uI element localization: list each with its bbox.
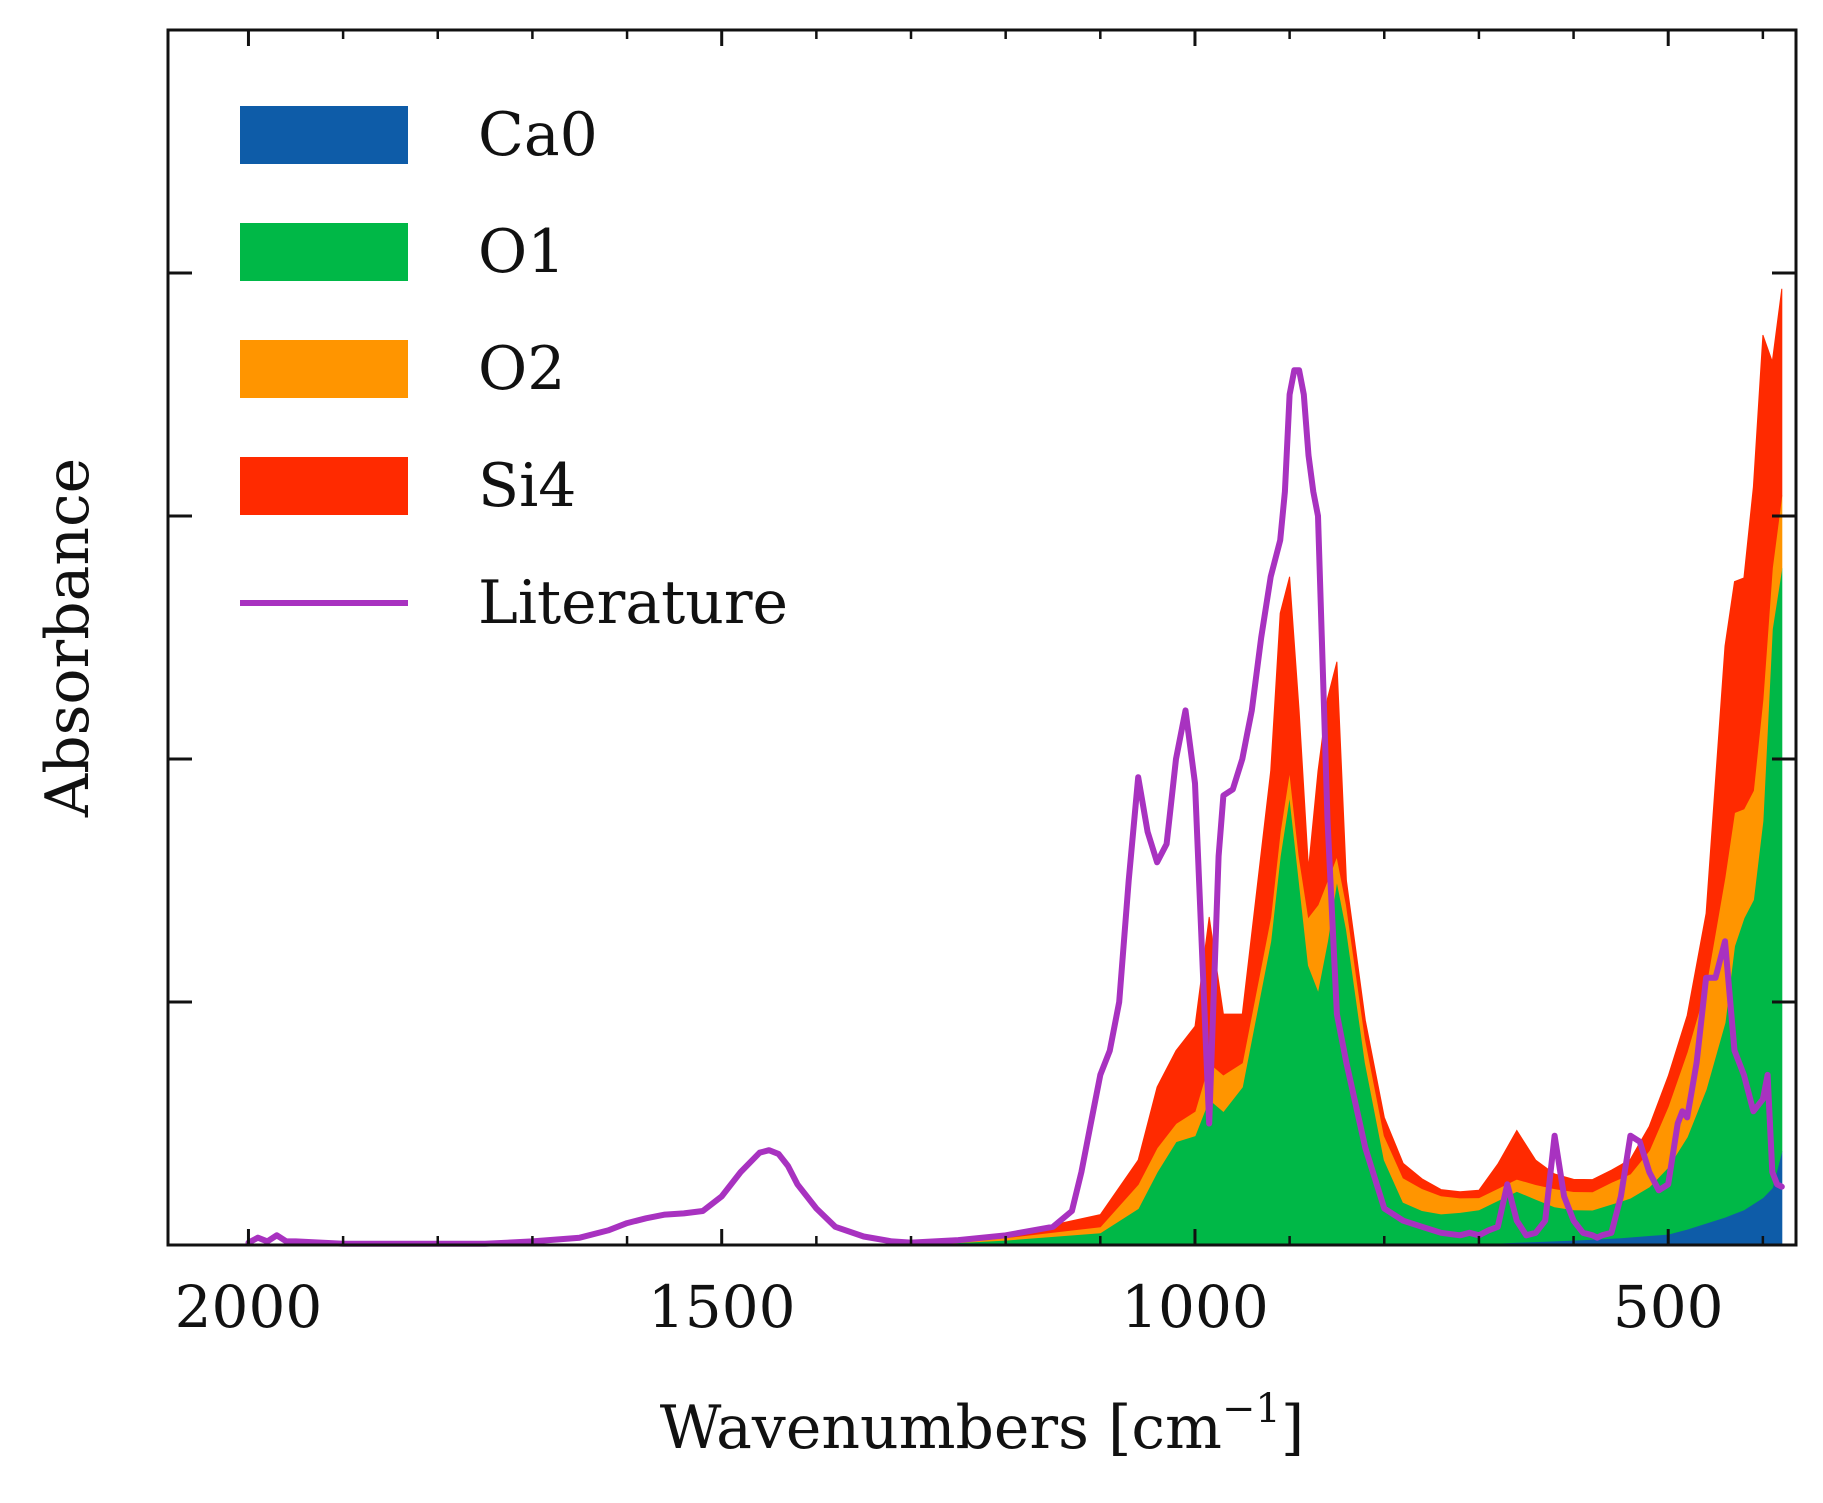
legend-item-ca0: Ca0 [240, 100, 598, 170]
legend-label: O1 [478, 217, 565, 287]
legend-item-literature: Literature [240, 568, 788, 638]
legend-label: Ca0 [478, 100, 598, 170]
x-tick-label: 1500 [648, 1273, 796, 1341]
line-series [245, 367, 1785, 1247]
y-axis-title: Absorbance [33, 458, 103, 818]
legend: Ca0 O1 O2 Si4 Literature [240, 100, 788, 638]
legend-item-o2: O2 [240, 334, 565, 404]
legend-swatch [240, 340, 408, 398]
legend-swatch [240, 106, 408, 164]
line-literature [245, 367, 1785, 1247]
legend-swatch [240, 223, 408, 281]
legend-item-si4: Si4 [240, 451, 576, 521]
x-tick-label: 500 [1613, 1273, 1724, 1341]
x-tick-labels: 2000 1500 1000 500 [175, 1273, 1724, 1341]
x-axis-title-main: Wavenumbers [cm [660, 1393, 1222, 1463]
x-tick-label: 1000 [1121, 1273, 1269, 1341]
plot-frame [166, 28, 1798, 1247]
legend-label: Si4 [478, 451, 576, 521]
x-axis-title-close: ] [1281, 1393, 1304, 1463]
legend-item-o1: O1 [240, 217, 565, 287]
axis-ticks [168, 30, 1796, 1245]
legend-label: Literature [478, 568, 788, 638]
legend-swatch [240, 457, 408, 515]
x-tick-label: 2000 [175, 1273, 323, 1341]
area-si4 [910, 288, 1783, 1246]
x-axis-title: Wavenumbers [cm−1] [660, 1386, 1305, 1463]
legend-label: O2 [478, 334, 565, 404]
x-axis-title-superscript: −1 [1222, 1386, 1281, 1432]
